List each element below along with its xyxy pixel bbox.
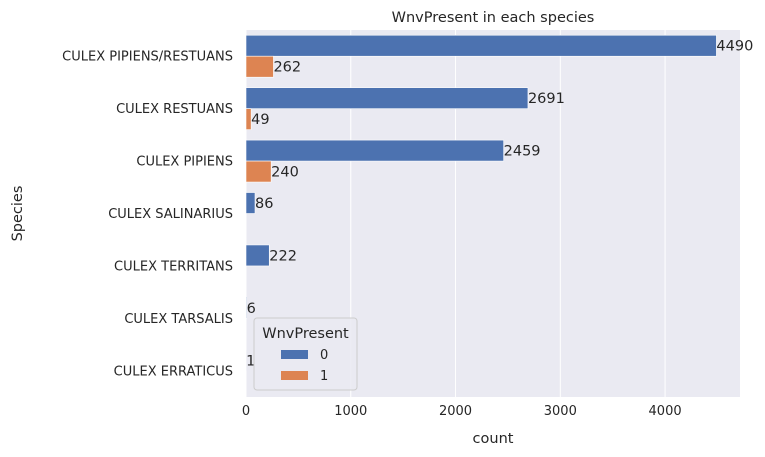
x-tick-label: 4000 xyxy=(649,404,682,419)
legend-label: 0 xyxy=(320,348,328,363)
bar xyxy=(245,55,274,78)
bar xyxy=(245,160,272,183)
x-tick-label: 3000 xyxy=(544,404,577,419)
y-tick-label: CULEX PIPIENS xyxy=(136,155,233,170)
bars xyxy=(245,34,717,372)
legend-swatch xyxy=(281,350,308,359)
bar-data-label: 6 xyxy=(247,301,256,317)
y-tick-label: CULEX ERRATICUS xyxy=(114,364,233,379)
bar-data-label: 49 xyxy=(251,112,269,128)
bar xyxy=(245,139,504,162)
bar-data-label: 262 xyxy=(273,60,301,76)
data-labels: 4490 2691 2459 86 222 6 1 262 49 240 xyxy=(246,39,753,370)
legend-title: WnvPresent xyxy=(262,326,349,342)
legend-swatch xyxy=(281,371,308,380)
bar-data-label: 2459 xyxy=(504,144,541,160)
y-tick-label: CULEX PIPIENS/RESTUANS xyxy=(62,50,233,65)
bar xyxy=(245,34,717,57)
bar-data-label: 222 xyxy=(269,248,297,264)
bar-data-label: 2691 xyxy=(528,91,565,107)
y-tick-label: CULEX TARSALIS xyxy=(124,312,233,327)
bar xyxy=(245,244,270,267)
y-tick-label: CULEX TERRITANS xyxy=(114,259,233,274)
chart-title: WnvPresent in each species xyxy=(392,10,595,26)
y-axis-label: Species xyxy=(10,186,26,242)
bar-data-label: 86 xyxy=(255,196,273,212)
bar xyxy=(245,297,247,319)
bar-data-label: 4490 xyxy=(716,39,753,55)
ticks: 0 1000 2000 3000 4000 CULEX PIPIENS/RESTUANS C… xyxy=(62,50,681,419)
bar-data-label: 240 xyxy=(271,165,299,181)
x-tick-label: 1000 xyxy=(334,404,367,419)
y-tick-label: CULEX RESTUANS xyxy=(116,102,233,117)
bar-data-label: 1 xyxy=(246,353,255,369)
y-tick-label: CULEX SALINARIUS xyxy=(108,207,233,222)
x-tick-label: 0 xyxy=(242,404,250,419)
bar xyxy=(245,192,256,214)
legend-items: 01 xyxy=(281,348,328,384)
bar xyxy=(245,108,252,130)
bar xyxy=(245,87,529,109)
x-tick-label: 2000 xyxy=(439,404,472,419)
x-axis-label: count xyxy=(473,431,514,447)
legend-label: 1 xyxy=(320,369,328,384)
legend: WnvPresent 01 xyxy=(253,317,358,391)
